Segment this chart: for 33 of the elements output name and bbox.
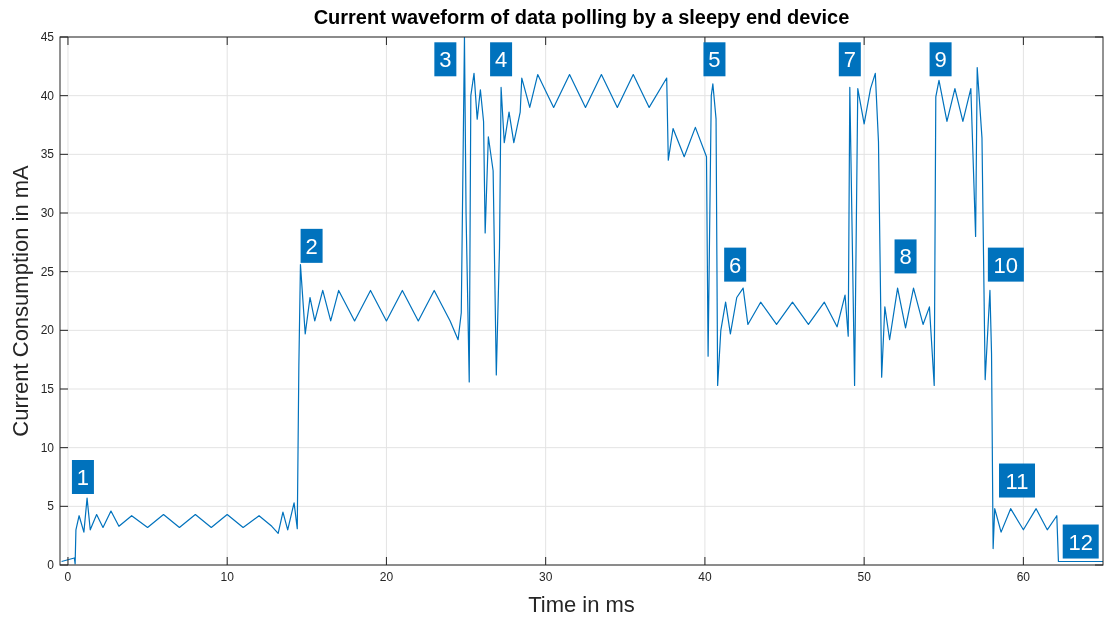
x-tick-label: 0 [64,570,72,584]
y-tick-label: 0 [47,558,55,572]
x-tick-label: 40 [698,570,712,584]
x-tick-label: 20 [379,570,394,584]
annotation: 2 [305,233,318,259]
y-tick-label: 35 [40,147,55,162]
x-tick-label: 30 [538,570,553,584]
annotation: 7 [843,47,856,73]
y-tick-label: 30 [40,206,55,220]
line-series [60,37,1103,565]
annotation: 4 [494,47,508,73]
x-tick-label: 10 [220,570,235,584]
y-tick-label: 5 [47,499,55,514]
annotation: 8 [899,244,912,270]
x-axis-title: Time in ms [528,592,635,617]
annotation: 1 [76,465,90,490]
y-tick-label: 15 [40,382,55,396]
y-axis-title: Current Consumption in mA [8,164,33,437]
annotation: 9 [934,47,947,73]
y-tick-label: 10 [40,440,55,455]
annotation: 10 [993,252,1019,278]
annotation: 6 [729,252,742,278]
x-tick-label: 50 [857,570,872,584]
annotation: 5 [708,47,721,73]
y-tick-label: 25 [40,264,55,279]
x-tick-label: 60 [1016,570,1031,584]
y-tick-label: 45 [40,30,55,44]
chart-title: Current waveform of data polling by a sleepy end device [313,6,850,28]
annotation: 12 [1068,529,1093,555]
annotation: 11 [1005,468,1029,494]
y-tick-label: 20 [40,323,55,338]
annotation: 3 [439,47,452,73]
y-tick-label: 40 [40,88,55,103]
